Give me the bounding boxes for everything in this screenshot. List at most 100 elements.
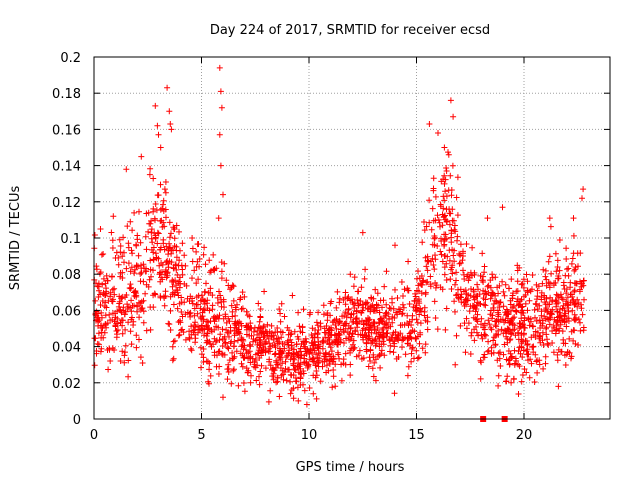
data-point xyxy=(94,283,101,290)
data-point xyxy=(192,335,199,342)
data-point xyxy=(430,175,437,182)
data-point xyxy=(485,347,492,354)
data-point xyxy=(580,277,587,284)
data-point xyxy=(199,322,205,329)
data-point xyxy=(169,283,176,290)
data-point xyxy=(482,288,489,295)
data-point xyxy=(267,387,274,394)
data-point xyxy=(387,305,394,312)
data-point xyxy=(121,352,128,359)
data-point xyxy=(494,357,501,364)
data-point xyxy=(166,321,173,328)
data-point xyxy=(231,343,238,350)
data-point xyxy=(115,254,122,261)
data-point xyxy=(163,259,170,266)
data-point xyxy=(514,278,521,285)
data-point xyxy=(228,284,235,291)
data-point xyxy=(174,305,181,312)
data-point xyxy=(308,340,315,347)
data-point xyxy=(287,356,294,363)
data-point xyxy=(487,324,494,331)
data-point xyxy=(181,299,188,306)
data-point xyxy=(356,347,363,354)
data-point xyxy=(306,385,313,391)
data-point xyxy=(571,311,578,318)
data-point xyxy=(255,324,262,331)
data-point xyxy=(578,301,584,308)
data-point xyxy=(378,347,385,354)
data-point xyxy=(409,327,416,334)
data-point xyxy=(262,365,269,372)
data-point xyxy=(278,334,285,341)
data-point xyxy=(416,340,423,347)
data-point xyxy=(413,307,420,314)
data-point xyxy=(469,244,476,251)
data-point xyxy=(490,337,497,344)
data-point xyxy=(233,348,240,355)
data-point xyxy=(181,281,188,287)
data-point xyxy=(475,286,481,293)
data-point xyxy=(112,322,119,329)
data-point xyxy=(106,346,113,353)
data-point xyxy=(257,306,264,312)
data-point xyxy=(205,319,212,326)
data-point xyxy=(255,300,262,307)
data-point xyxy=(452,228,459,235)
data-point xyxy=(431,233,438,239)
data-point xyxy=(271,351,278,358)
data-point xyxy=(431,298,438,305)
data-point xyxy=(533,281,540,288)
data-point xyxy=(97,302,104,308)
data-point xyxy=(563,323,570,330)
data-point xyxy=(368,329,375,336)
x-tick-labels: 0 5 10 15 20 xyxy=(90,428,532,443)
data-point xyxy=(91,362,98,369)
data-point xyxy=(304,346,311,353)
data-point xyxy=(376,338,383,345)
data-point xyxy=(313,395,320,402)
data-point xyxy=(528,360,535,367)
data-point xyxy=(524,307,531,314)
data-point xyxy=(414,355,421,362)
data-point xyxy=(543,282,550,289)
data-point xyxy=(508,317,515,324)
data-point xyxy=(114,327,121,333)
data-point xyxy=(150,175,157,182)
data-point xyxy=(455,286,461,293)
data-point xyxy=(546,321,553,328)
data-point xyxy=(279,360,286,367)
data-point xyxy=(127,304,134,311)
data-point xyxy=(473,329,480,336)
data-point xyxy=(555,383,562,390)
data-point xyxy=(443,305,450,312)
data-point xyxy=(237,294,244,301)
data-point xyxy=(360,355,367,361)
data-point xyxy=(240,380,247,386)
data-point xyxy=(274,375,281,381)
data-point xyxy=(170,265,177,272)
data-point xyxy=(172,261,179,268)
data-point xyxy=(239,289,246,296)
data-point xyxy=(127,328,134,335)
data-point xyxy=(256,318,263,325)
data-point xyxy=(441,144,448,151)
data-point xyxy=(438,178,445,185)
data-point xyxy=(296,323,303,330)
data-point xyxy=(453,194,460,201)
data-point xyxy=(362,266,369,273)
data-point xyxy=(563,245,570,252)
data-point xyxy=(229,308,236,315)
data-point xyxy=(426,219,433,226)
data-point xyxy=(305,361,312,368)
data-point xyxy=(194,301,201,308)
data-point xyxy=(217,88,224,95)
data-point xyxy=(579,311,586,318)
data-point xyxy=(146,171,153,178)
data-point xyxy=(420,277,427,284)
data-point xyxy=(516,363,523,370)
data-point xyxy=(197,297,204,304)
data-point xyxy=(439,222,446,229)
data-point xyxy=(161,302,168,309)
data-point xyxy=(447,276,454,283)
data-point xyxy=(499,278,506,285)
